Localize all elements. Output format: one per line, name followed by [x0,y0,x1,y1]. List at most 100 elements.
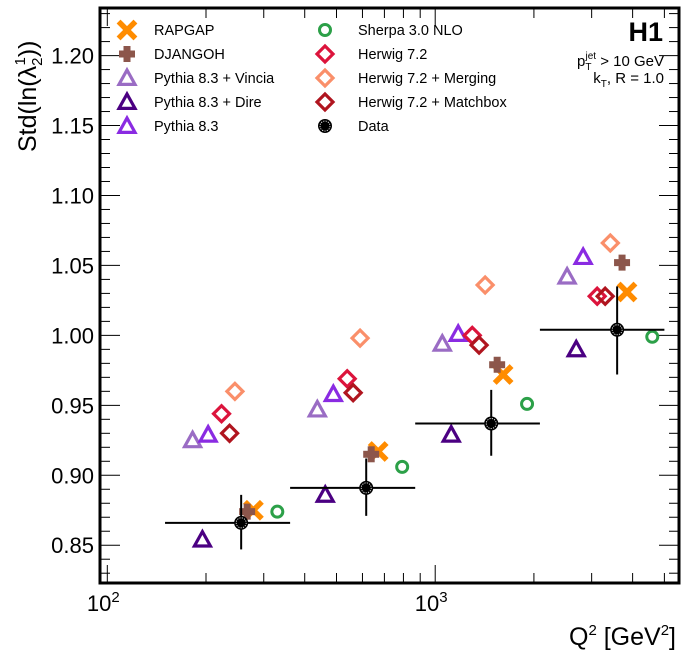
marker-shape [342,382,364,403]
data-point [447,322,469,342]
legend-marker-icon [116,19,138,41]
marker-shape [314,91,336,113]
series-herwig-7-2-matchbox [219,285,616,444]
marker-shape [474,274,496,296]
marker-stroke [116,19,138,41]
marker-bar [123,46,131,62]
legend-marker-icon [314,67,336,89]
legend-marker-icon [314,91,336,113]
marker-stroke [616,281,638,303]
data-point [594,285,616,307]
legend-label: Herwig 7.2 [358,47,427,63]
x-tick-exponent: 3 [439,589,447,606]
marker-shape [314,67,336,89]
data-point [219,423,240,444]
data-point [191,528,214,548]
legend-label: Herwig 7.2 + Matchbox [358,95,507,111]
data-point [363,446,380,463]
legend-marker-icon [314,43,336,65]
data-point [614,254,631,271]
data-layer [165,232,665,550]
x-tick-base: 10 [415,591,439,616]
data-point [484,416,499,431]
marker-shape [314,43,336,65]
marker-shape [565,338,587,358]
legend-label: Pythia 8.3 + Vincia [154,71,275,87]
legend-item: Pythia 8.3 + Vincia [116,66,275,87]
legend-item: Pythia 8.3 + Dire [116,90,262,111]
marker-shape [197,423,219,443]
series-pythia-8-3-vincia [181,265,578,449]
series-herwig-7-2 [211,285,608,424]
legend-label: Data [358,119,390,135]
data-point [234,515,249,530]
data-point [181,429,204,449]
marker-shape [181,429,204,449]
data-point [349,327,371,349]
marker-stroke [492,364,514,385]
marker-shape [395,459,410,474]
axis-ticks [100,8,679,583]
x-tick-label: 102 [87,589,120,616]
data-point [197,423,219,443]
data-point [610,322,625,337]
legend-item: Herwig 7.2 [314,43,427,65]
marker-shape [116,114,138,134]
marker-shape [270,504,285,519]
data-point [431,332,454,352]
marker-ring [319,120,331,132]
data-point [336,368,358,390]
series-sherpa-3-0-nlo [270,329,660,519]
marker-ring [485,418,497,429]
legend-marker-icon [119,46,135,62]
data-point [645,329,660,344]
legend-item: Herwig 7.2 + Matchbox [314,91,507,113]
data-point [322,382,345,403]
y-axis-title: Std(ln(λ21)) [12,41,46,152]
marker-shape [318,23,332,37]
legend-label: Pythia 8.3 + Dire [154,95,262,111]
series-pythia-8-3-dire [191,338,587,548]
legend-label: Herwig 7.2 + Merging [358,71,496,87]
marker-shape [219,423,240,444]
series-pythia-8-3 [197,245,594,443]
marker-shape [116,66,138,87]
marker-bar [493,356,501,373]
marker-ring [235,517,247,529]
data-point [572,245,594,266]
data-point [359,480,374,495]
legend-marker-icon [318,119,332,133]
legend-item: Herwig 7.2 + Merging [314,67,496,89]
experiment-label: H1 [628,17,663,47]
series-djangoh [239,254,631,520]
x-tick-exponent: 2 [111,589,119,606]
marker-shape [116,90,138,111]
y-tick-label: 1.05 [51,253,94,278]
legend-marker-icon [318,23,332,37]
legend-label: RAPGAP [154,23,214,39]
marker-shape [314,483,336,503]
y-tick-label: 1.00 [51,323,94,348]
marker-shape [440,423,462,443]
jet-pt-cut-annotation: pTjet > 10 GeV [577,51,664,73]
legend-label: DJANGOH [154,47,225,63]
marker-bar [618,254,626,271]
marker-bar [367,446,375,463]
series-rapgap [243,281,638,521]
marker-shape [600,232,621,254]
marker-shape [322,382,345,403]
data-point [520,396,535,411]
marker-shape [556,265,578,285]
data-point [239,503,256,520]
marker-shape [645,329,660,344]
data-point [306,398,329,418]
series-data [165,286,665,550]
x-tick-label: 103 [415,589,448,616]
marker-ring [360,482,372,494]
legend-marker-icon [116,66,138,87]
data-point [600,232,621,254]
data-point [616,281,638,303]
data-point [468,334,490,356]
data-point [440,423,462,443]
